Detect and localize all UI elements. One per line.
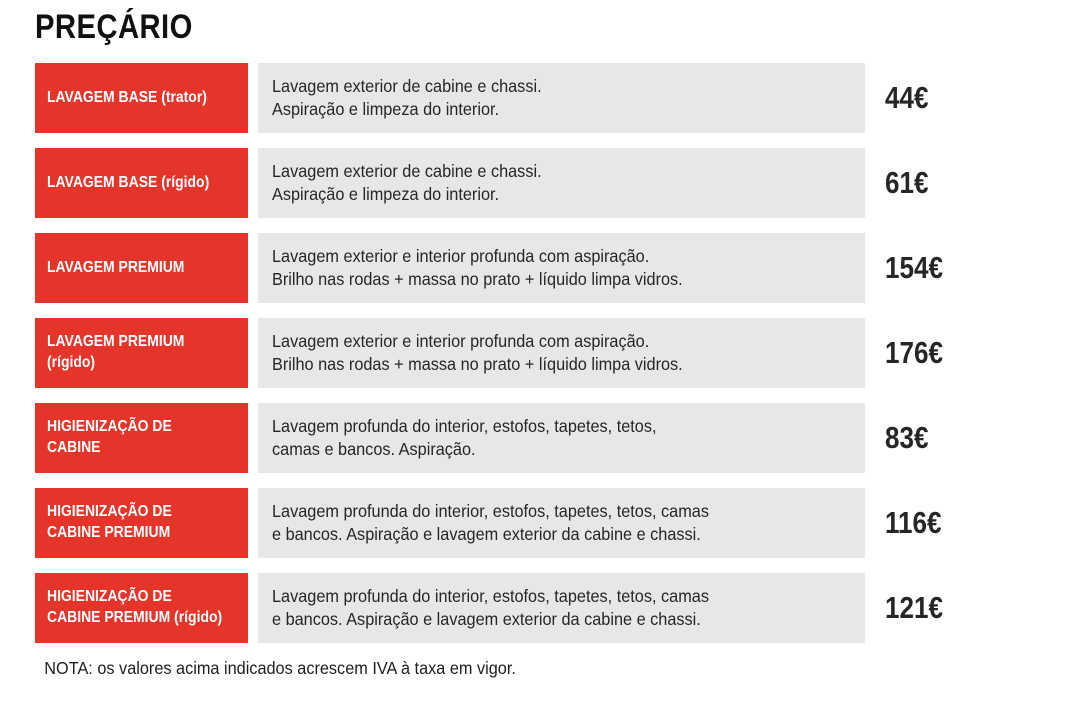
service-row: LAVAGEM PREMIUM (rígido) Lavagem exterio… xyxy=(35,318,1092,388)
service-label-box: LAVAGEM BASE (rígido) xyxy=(35,148,248,218)
service-description-line1: Lavagem profunda do interior, estofos, t… xyxy=(272,501,709,521)
service-description-box: Lavagem exterior de cabine e chassi. Asp… xyxy=(258,63,865,133)
service-description-line2: e bancos. Aspiração e lavagem exterior d… xyxy=(272,609,701,629)
service-description-line1: Lavagem profunda do interior, estofos, t… xyxy=(272,416,657,436)
service-description-box: Lavagem profunda do interior, estofos, t… xyxy=(258,488,865,558)
service-description-line1: Lavagem exterior de cabine e chassi. xyxy=(272,76,542,96)
service-label: HIGIENIZAÇÃO DE CABINE xyxy=(47,418,172,456)
service-row: LAVAGEM BASE (trator) Lavagem exterior d… xyxy=(35,63,1092,133)
service-label-box: HIGIENIZAÇÃO DE CABINE xyxy=(35,403,248,473)
service-description: Lavagem profunda do interior, estofos, t… xyxy=(272,500,709,546)
service-label-box: LAVAGEM PREMIUM xyxy=(35,233,248,303)
service-price: 116€ xyxy=(885,505,942,540)
service-description-line2: camas e bancos. Aspiração. xyxy=(272,439,476,459)
service-description-line1: Lavagem exterior de cabine e chassi. xyxy=(272,161,542,181)
service-label-box: HIGIENIZAÇÃO DE CABINE PREMIUM (rígido) xyxy=(35,573,248,643)
service-description-line2: Brilho nas rodas + massa no prato + líqu… xyxy=(272,354,683,374)
service-price: 44€ xyxy=(885,80,929,115)
service-row: HIGIENIZAÇÃO DE CABINE PREMIUM Lavagem p… xyxy=(35,488,1092,558)
service-row: LAVAGEM PREMIUM Lavagem exterior e inter… xyxy=(35,233,1092,303)
service-label: LAVAGEM BASE (rígido) xyxy=(47,173,210,191)
service-label-box: HIGIENIZAÇÃO DE CABINE PREMIUM xyxy=(35,488,248,558)
service-label: HIGIENIZAÇÃO DE CABINE PREMIUM xyxy=(47,503,172,541)
service-row: HIGIENIZAÇÃO DE CABINE PREMIUM (rígido) … xyxy=(35,573,1092,643)
service-label-box: LAVAGEM PREMIUM (rígido) xyxy=(35,318,248,388)
service-description: Lavagem profunda do interior, estofos, t… xyxy=(272,415,657,461)
service-description-line2: Aspiração e limpeza do interior. xyxy=(272,184,500,204)
service-description-box: Lavagem exterior de cabine e chassi. Asp… xyxy=(258,148,865,218)
price-table: LAVAGEM BASE (trator) Lavagem exterior d… xyxy=(35,63,1092,643)
service-price: 61€ xyxy=(885,165,929,200)
service-row: LAVAGEM BASE (rígido) Lavagem exterior d… xyxy=(35,148,1092,218)
service-price: 154€ xyxy=(885,250,943,285)
service-description-box: Lavagem exterior e interior profunda com… xyxy=(258,233,865,303)
service-description: Lavagem profunda do interior, estofos, t… xyxy=(272,585,709,631)
service-description-line1: Lavagem profunda do interior, estofos, t… xyxy=(272,586,709,606)
service-description-box: Lavagem exterior e interior profunda com… xyxy=(258,318,865,388)
service-description-line1: Lavagem exterior e interior profunda com… xyxy=(272,246,650,266)
service-row: HIGIENIZAÇÃO DE CABINE Lavagem profunda … xyxy=(35,403,1092,473)
service-description-line1: Lavagem exterior e interior profunda com… xyxy=(272,331,650,351)
service-label: LAVAGEM BASE (trator) xyxy=(47,88,207,106)
service-label: LAVAGEM PREMIUM xyxy=(47,258,185,276)
price-list-page: PREÇÁRIO LAVAGEM BASE (trator) Lavagem e… xyxy=(35,8,1092,678)
service-description: Lavagem exterior e interior profunda com… xyxy=(272,330,683,376)
page-title: PREÇÁRIO xyxy=(35,8,193,46)
service-description-line2: Aspiração e limpeza do interior. xyxy=(272,99,500,119)
service-price: 176€ xyxy=(885,335,943,370)
service-description-line2: e bancos. Aspiração e lavagem exterior d… xyxy=(272,524,701,544)
vat-note: NOTA: os valores acima indicados acresce… xyxy=(44,658,516,678)
service-description-box: Lavagem profunda do interior, estofos, t… xyxy=(258,573,865,643)
service-price: 121€ xyxy=(885,590,943,625)
service-label-box: LAVAGEM BASE (trator) xyxy=(35,63,248,133)
service-description: Lavagem exterior de cabine e chassi. Asp… xyxy=(272,160,542,206)
service-description-box: Lavagem profunda do interior, estofos, t… xyxy=(258,403,865,473)
service-description: Lavagem exterior e interior profunda com… xyxy=(272,245,683,291)
service-price: 83€ xyxy=(885,420,929,455)
service-label: LAVAGEM PREMIUM (rígido) xyxy=(47,333,185,371)
service-description-line2: Brilho nas rodas + massa no prato + líqu… xyxy=(272,269,683,289)
service-description: Lavagem exterior de cabine e chassi. Asp… xyxy=(272,75,542,121)
service-label: HIGIENIZAÇÃO DE CABINE PREMIUM (rígido) xyxy=(47,588,223,626)
